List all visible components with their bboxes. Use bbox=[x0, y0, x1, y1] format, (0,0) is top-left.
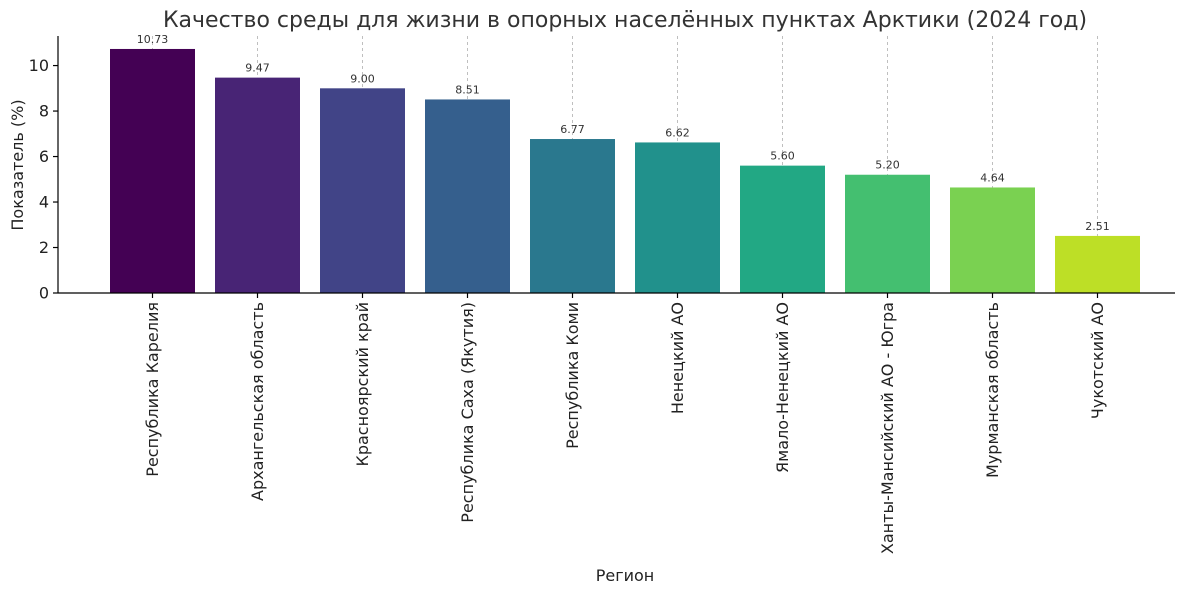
x-axis-label: Регион bbox=[596, 566, 655, 585]
bar bbox=[110, 48, 195, 294]
y-axis: 0 2 4 6 8 10 bbox=[29, 36, 59, 303]
x-tick-label: Ханты-Мансийский АО - Югра bbox=[878, 302, 897, 554]
bar bbox=[1055, 235, 1140, 293]
value-label: 8.51 bbox=[455, 83, 480, 96]
bar bbox=[215, 77, 300, 293]
bar bbox=[425, 99, 510, 293]
value-labels: 10.73 9.47 9.00 8.51 6.77 6.62 5.60 5.20 4.64 2.5… bbox=[137, 33, 1110, 233]
value-label: 6.77 bbox=[560, 123, 585, 136]
bar bbox=[950, 187, 1035, 293]
x-tick-label: Республика Коми bbox=[563, 302, 582, 449]
bars bbox=[110, 48, 1140, 294]
x-tick-label: Архангельская область bbox=[248, 302, 267, 501]
x-tick-label: Чукотский АО bbox=[1088, 302, 1107, 419]
x-tick-label: Ямало-Ненецкий АО bbox=[773, 302, 792, 473]
value-label: 10.73 bbox=[137, 33, 169, 46]
bar bbox=[530, 139, 615, 293]
bar bbox=[320, 88, 405, 293]
bar bbox=[845, 174, 930, 293]
y-tick-label: 4 bbox=[39, 193, 49, 212]
value-label: 2.51 bbox=[1085, 220, 1110, 233]
chart-title: Качество среды для жизни в опорных насел… bbox=[163, 8, 1087, 33]
y-tick-label: 6 bbox=[39, 147, 49, 166]
value-label: 9.00 bbox=[350, 72, 375, 85]
x-axis: Республика Карелия Архангельская область К… bbox=[58, 292, 1175, 554]
x-tick-label: Ненецкий АО bbox=[668, 302, 687, 414]
bar bbox=[635, 142, 720, 293]
y-tick-label: 10 bbox=[29, 56, 49, 75]
x-tick-label: Республика Карелия bbox=[143, 302, 162, 477]
y-axis-label: Показатель (%) bbox=[8, 99, 27, 230]
y-tick-label: 0 bbox=[39, 284, 49, 303]
y-tick-label: 2 bbox=[39, 238, 49, 257]
value-label: 6.62 bbox=[665, 126, 690, 139]
value-label: 5.20 bbox=[875, 159, 900, 172]
value-label: 5.60 bbox=[770, 150, 795, 163]
value-label: 9.47 bbox=[245, 62, 270, 75]
x-tick-label: Красноярский край bbox=[353, 302, 372, 467]
value-label: 4.64 bbox=[980, 171, 1005, 184]
x-tick-label: Мурманская область bbox=[983, 302, 1002, 478]
bar bbox=[740, 165, 825, 293]
y-tick-label: 8 bbox=[39, 102, 49, 121]
x-tick-label: Республика Саха (Якутия) bbox=[458, 302, 477, 523]
